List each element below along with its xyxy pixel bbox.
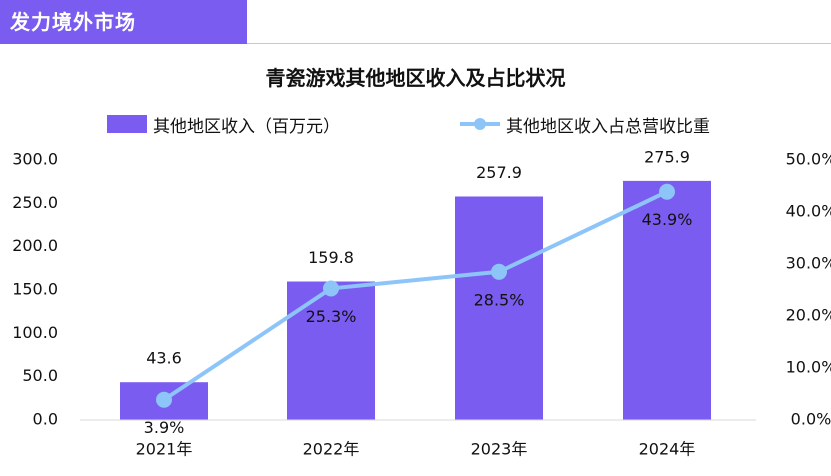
share-point — [659, 183, 675, 200]
header-divider — [247, 43, 831, 44]
y-right-tick-label: 40.0% — [786, 202, 831, 221]
x-tick-label: 2023年 — [471, 440, 528, 459]
share-line — [162, 189, 668, 402]
share-point — [323, 280, 339, 297]
legend-label-share: 其他地区收入占总营收比重 — [506, 117, 710, 137]
y-left-tick-label: 250.0 — [12, 193, 58, 212]
section-title: 发力境外市场 — [10, 10, 136, 34]
x-tick-label: 2024年 — [639, 440, 696, 459]
bar-value-label: 43.6 — [146, 349, 182, 368]
legend-bar-swatch — [107, 115, 147, 133]
bar-value-label: 159.8 — [308, 248, 354, 267]
share-point — [491, 263, 507, 280]
x-tick-label: 2022年 — [303, 440, 360, 459]
bar — [287, 281, 375, 420]
y-left-tick-label: 0.0 — [33, 410, 58, 429]
bar — [623, 180, 711, 420]
share-point — [156, 391, 172, 408]
y-left-tick-label: 100.0 — [12, 323, 58, 342]
share-value-label: 25.3% — [306, 307, 357, 326]
y-left-tick-label: 50.0 — [22, 366, 58, 385]
section-banner: 发力境外市场 — [0, 0, 247, 44]
y-right-tick-label: 10.0% — [786, 358, 831, 377]
y-left-tick-label: 150.0 — [12, 280, 58, 299]
y-right-tick-label: 0.0% — [791, 410, 831, 429]
legend-label-revenue: 其他地区收入（百万元） — [153, 117, 340, 137]
y-right-tick-label: 30.0% — [786, 254, 831, 273]
y-left-tick-label: 300.0 — [12, 150, 58, 169]
share-value-label: 28.5% — [474, 290, 525, 309]
share-value-label: 43.9% — [642, 210, 693, 229]
chart-title: 青瓷游戏其他地区收入及占比状况 — [265, 66, 566, 90]
y-right-tick-label: 20.0% — [786, 306, 831, 325]
y-right-tick-label: 50.0% — [786, 150, 831, 169]
bar-value-label: 275.9 — [644, 147, 690, 166]
y-left-tick-label: 200.0 — [12, 236, 58, 255]
legend-line-swatch — [460, 118, 500, 130]
bar-value-label: 257.9 — [476, 163, 522, 182]
share-value-label: 3.9% — [144, 418, 185, 437]
bar — [455, 196, 543, 420]
x-tick-label: 2021年 — [136, 440, 193, 459]
